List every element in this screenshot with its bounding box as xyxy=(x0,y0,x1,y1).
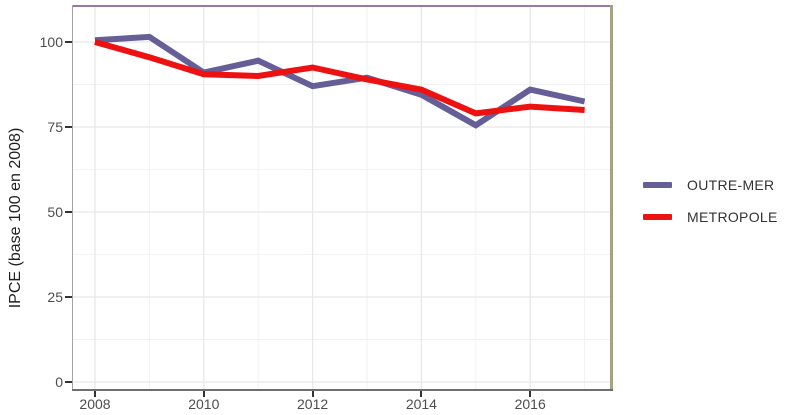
y-tick-mark xyxy=(65,211,72,213)
y-tick-mark xyxy=(65,381,72,383)
x-tick-mark xyxy=(94,391,96,397)
legend: OUTRE-MER METROPOLE xyxy=(643,169,778,233)
plot-svg xyxy=(72,5,610,389)
x-tick-label: 2010 xyxy=(188,396,220,412)
x-tick-label: 2016 xyxy=(514,396,546,412)
legend-item-outre-mer: OUTRE-MER xyxy=(643,169,778,201)
series-line-outre-mer xyxy=(94,33,586,129)
y-tick-label: 25 xyxy=(47,289,63,305)
frame-right xyxy=(610,5,613,391)
x-tick-mark xyxy=(202,391,205,397)
legend-label: METROPOLE xyxy=(687,209,778,225)
y-axis-title: IPCE (base 100 en 2008) xyxy=(7,127,24,309)
series-line-metropole xyxy=(94,39,585,117)
x-tick-mark xyxy=(420,391,423,397)
y-tick-mark xyxy=(65,126,72,128)
y-tick-mark xyxy=(65,296,72,298)
x-tick-label: 2008 xyxy=(79,396,111,412)
x-tick-mark xyxy=(311,391,314,397)
x-tick-label: 2012 xyxy=(297,396,329,412)
legend-key-line-outre-mer xyxy=(643,182,672,188)
y-tick-label: 50 xyxy=(47,204,63,220)
y-tick-mark xyxy=(65,41,72,43)
axis-line-bottom xyxy=(72,389,613,391)
y-tick-label: 100 xyxy=(39,34,63,50)
y-tick-label: 0 xyxy=(55,374,63,390)
x-tick-label: 2014 xyxy=(405,396,437,412)
plot-panel xyxy=(72,5,610,389)
axis-line-left xyxy=(72,5,73,389)
legend-label: OUTRE-MER xyxy=(687,177,775,193)
x-tick-mark xyxy=(529,391,532,397)
frame-top xyxy=(72,5,613,7)
legend-key-line-metropole xyxy=(643,214,672,220)
legend-item-metropole: METROPOLE xyxy=(643,201,778,233)
y-tick-label: 75 xyxy=(47,119,63,135)
